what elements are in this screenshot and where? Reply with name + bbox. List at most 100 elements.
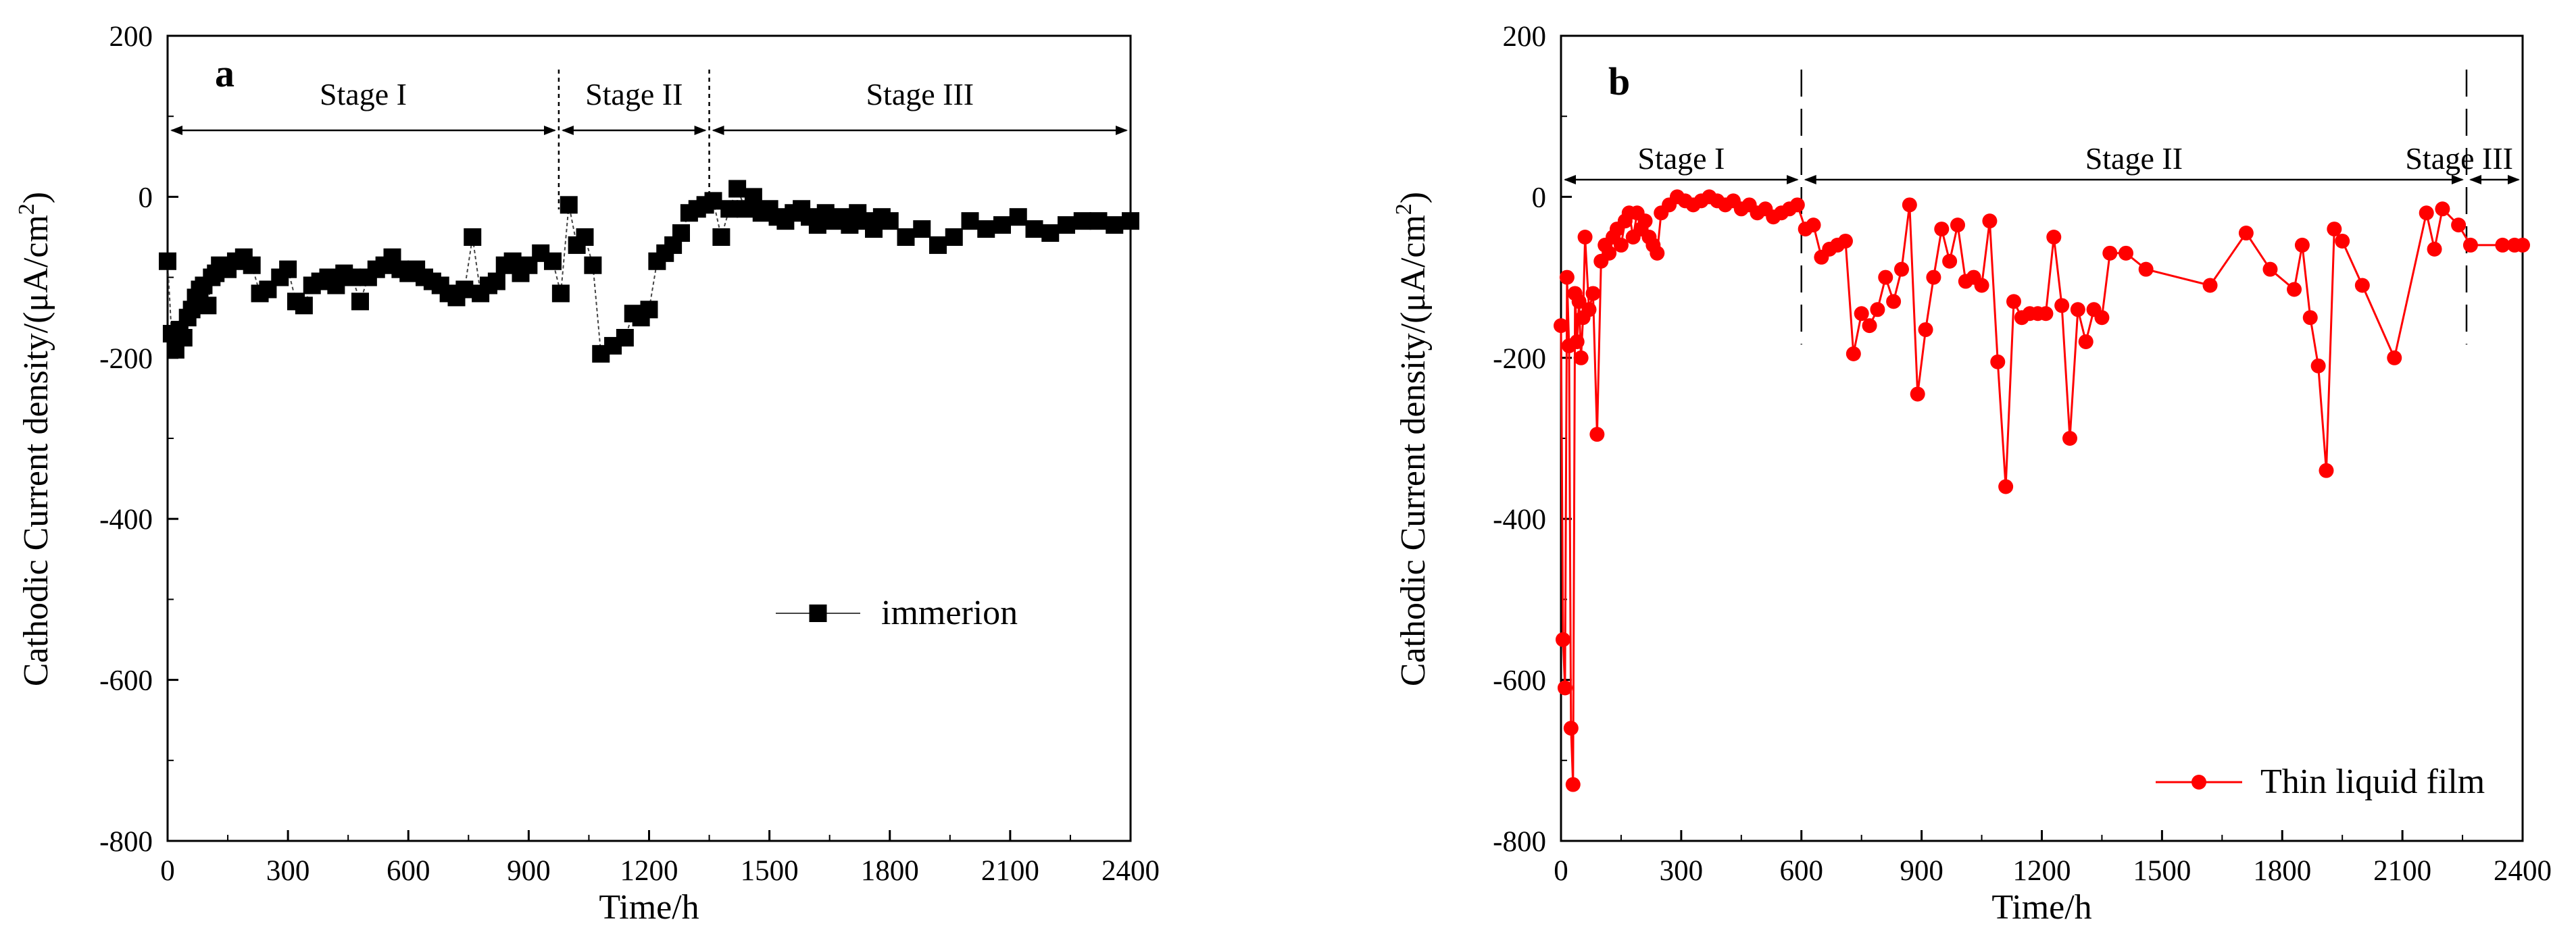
data-point-b-83 (2070, 302, 2085, 317)
stage-label-b-2: Stage III (2405, 141, 2513, 176)
y-tick-label-b-4: 0 (1532, 182, 1547, 213)
data-point-b-15 (1589, 427, 1605, 442)
data-point-a-17 (243, 256, 261, 274)
data-point-a-21 (279, 260, 297, 278)
x-tick-label-b-5: 1500 (2133, 855, 2191, 887)
data-point-b-56 (1854, 306, 1869, 322)
data-point-a-43 (455, 280, 474, 299)
data-point-a-0 (159, 252, 176, 270)
y-axis-label-main-b: Cathodic Current density/(μA/cm (1394, 215, 1433, 686)
data-point-a-98 (945, 228, 963, 246)
data-point-b-79 (2038, 306, 2054, 322)
data-point-b-8 (1569, 334, 1585, 349)
x-tick-label-a-8: 2400 (1101, 855, 1160, 887)
data-point-a-53 (544, 252, 562, 270)
data-point-b-30 (1650, 245, 1665, 261)
x-tick-label-b-7: 2100 (2373, 855, 2431, 887)
data-point-b-88 (2119, 245, 2134, 261)
data-point-b-107 (2495, 237, 2510, 253)
data-point-a-96 (913, 220, 931, 238)
y-axis-label-suffix-b: ) (1394, 192, 1433, 203)
data-point-b-59 (1878, 269, 1893, 285)
data-point-b-73 (1990, 354, 2006, 369)
data-point-b-82 (2062, 431, 2078, 446)
data-point-b-89 (2138, 261, 2154, 277)
data-point-a-74 (720, 200, 739, 218)
data-point-b-60 (1886, 294, 1902, 309)
data-point-b-96 (2310, 358, 2326, 374)
legend-marker-a (809, 605, 827, 622)
x-tick-label-a-5: 1500 (741, 855, 799, 887)
data-point-a-101 (993, 216, 1011, 234)
y-tick-label-b-5: 200 (1503, 21, 1547, 53)
legend-label-a: immerion (881, 594, 1018, 632)
data-point-b-61 (1893, 261, 1909, 277)
plot-frame-a (166, 34, 1132, 842)
data-point-b-87 (2102, 245, 2118, 261)
data-point-b-92 (2262, 261, 2278, 277)
data-point-a-58 (584, 256, 602, 274)
x-tick-label-b-1: 300 (1660, 855, 1704, 887)
y-tick-label-a-3: -200 (99, 343, 153, 375)
data-point-a-99 (961, 212, 979, 230)
data-point-b-95 (2302, 310, 2318, 326)
y-tick-label-a-4: 0 (139, 182, 153, 213)
data-point-b-0 (1554, 318, 1568, 334)
data-point-b-5 (1563, 721, 1579, 736)
data-point-b-62 (1902, 197, 1917, 213)
data-point-b-93 (2287, 282, 2302, 297)
data-point-b-18 (1602, 245, 1617, 261)
x-tick-label-a-7: 2100 (981, 855, 1039, 887)
data-point-a-47 (487, 272, 505, 290)
data-point-b-103 (2427, 241, 2442, 257)
panel-letter-b: b (1608, 59, 1630, 103)
data-point-b-101 (2387, 350, 2402, 365)
x-tick-label-a-2: 600 (387, 855, 430, 887)
data-point-a-54 (551, 284, 570, 303)
data-point-a-75 (728, 180, 747, 198)
data-point-a-64 (640, 301, 658, 319)
data-point-b-80 (2046, 230, 2062, 245)
data-point-a-94 (881, 212, 899, 230)
data-point-b-74 (1998, 479, 2014, 494)
data-point-a-23 (295, 297, 313, 315)
x-tick-label-b-8: 2400 (2494, 855, 2552, 887)
data-point-a-100 (977, 220, 995, 238)
x-tick-label-b-0: 0 (1554, 855, 1568, 887)
data-point-a-102 (1009, 208, 1027, 226)
data-point-b-98 (2327, 222, 2342, 237)
data-point-a-106 (1073, 212, 1091, 230)
data-point-b-102 (2419, 205, 2434, 221)
data-point-b-14 (1585, 286, 1601, 301)
data-point-a-55 (560, 196, 578, 214)
y-axis-label-b: Cathodic Current density/(μA/cm2) (1391, 192, 1433, 686)
series-line-b-0 (1560, 195, 2523, 786)
chart-a: 0 300 600 900 1200 1500 1800 2100 2400 -800 -600 -4… (14, 21, 1160, 927)
y-tick-label-a-0: -800 (99, 826, 153, 858)
data-point-b-106 (2462, 237, 2478, 253)
x-tick-label-a-1: 300 (266, 855, 310, 887)
data-point-b-65 (1926, 269, 1941, 285)
data-point-a-10 (199, 297, 217, 315)
data-point-b-75 (2006, 294, 2021, 309)
y-tick-label-a-2: -400 (99, 504, 153, 536)
y-tick-label-b-0: -800 (1493, 826, 1546, 858)
data-point-b-10 (1573, 350, 1589, 365)
y-axis-label-superscript-b: 2 (1391, 203, 1416, 215)
x-tick-label-a-0: 0 (160, 855, 175, 887)
data-point-a-105 (1058, 216, 1075, 234)
data-point-b-58 (1870, 302, 1885, 317)
data-point-b-91 (2238, 226, 2254, 241)
data-point-b-55 (1846, 346, 1861, 361)
y-tick-label-b-3: -200 (1493, 343, 1546, 375)
y-tick-label-a-1: -600 (99, 665, 153, 697)
chart-b: 0 300 600 900 1200 1500 1800 2100 2400 -800 -600 -4… (1391, 21, 2552, 927)
y-axis-label-superscript-a: 2 (14, 203, 39, 215)
data-point-b-72 (1982, 213, 1998, 229)
data-point-a-77 (744, 188, 762, 206)
data-point-b-105 (2451, 217, 2467, 233)
data-point-b-86 (2094, 310, 2110, 326)
x-tick-label-b-4: 1200 (2013, 855, 2071, 887)
stage-label-a-0: Stage I (320, 77, 407, 111)
